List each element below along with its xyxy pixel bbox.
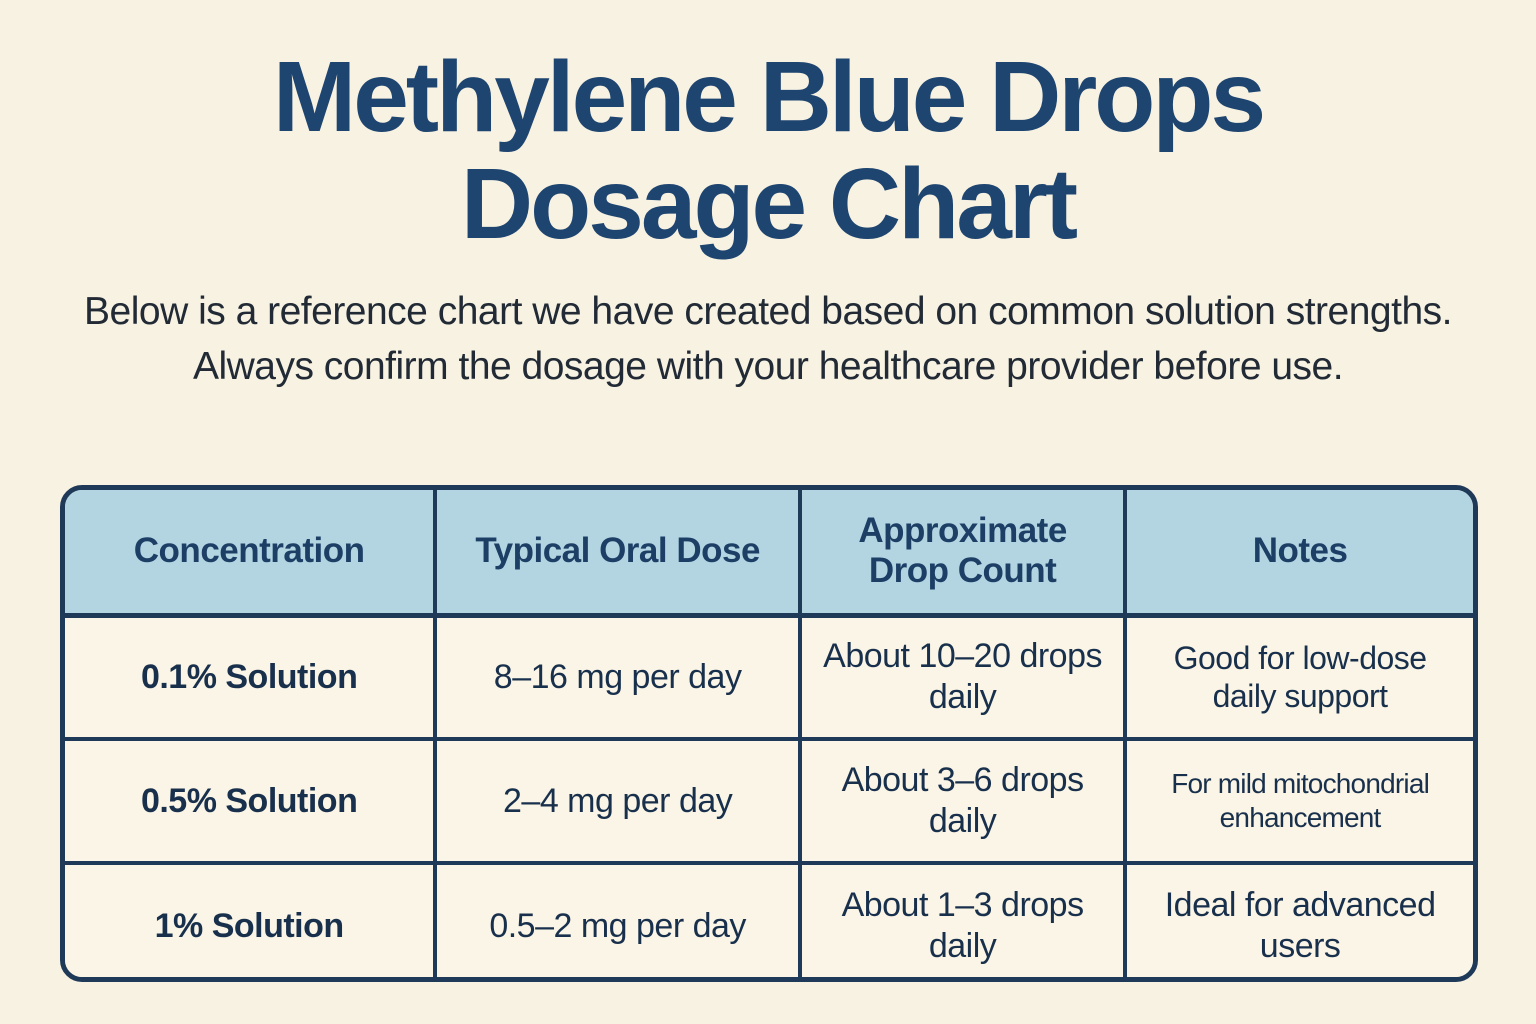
column-header-typical-oral-dose: Typical Oral Dose [433,490,802,618]
column-header-approximate-drop-count: Approximate Drop Count [797,490,1128,618]
cell-approximate-drop-count: About 1–3 drops daily [797,861,1128,977]
cell-concentration: 0.1% Solution [65,613,438,741]
column-header-concentration: Concentration [65,490,438,618]
cell-notes: For mild mitochondrial enhancement [1123,737,1473,865]
table-row-0.5-percent: 0.5% Solution 2–4 mg per day About 3–6 d… [65,737,1473,865]
dosage-table-grid: Concentration Typical Oral Dose Approxim… [65,490,1473,977]
cell-approximate-drop-count: About 3–6 drops daily [797,737,1128,865]
cell-notes: Ideal for advanced users [1123,861,1473,977]
cell-approximate-drop-count: About 10–20 drops daily [797,613,1128,741]
cell-typical-oral-dose: 0.5–2 mg per day [433,861,802,977]
page-title-line-2: Dosage Chart [460,148,1078,260]
table-row-0.1-percent: 0.1% Solution 8–16 mg per day About 10–2… [65,613,1473,741]
cell-notes: Good for low-dose daily support [1123,613,1473,741]
page-subtitle: Below is a reference chart we have creat… [84,290,1452,389]
cell-typical-oral-dose: 8–16 mg per day [433,613,802,741]
cell-typical-oral-dose: 2–4 mg per day [433,737,802,865]
column-header-notes: Notes [1123,490,1473,618]
cell-concentration: 1% Solution [65,861,438,977]
dosage-table: Concentration Typical Oral Dose Approxim… [60,485,1478,982]
table-row-1-percent: 1% Solution 0.5–2 mg per day About 1–3 d… [65,861,1473,977]
page-title: Methylene Blue Drops Dosage Chart [0,0,1536,258]
table-header-row: Concentration Typical Oral Dose Approxim… [65,490,1473,618]
page-title-line-1: Methylene Blue Drops [272,41,1266,153]
cell-concentration: 0.5% Solution [65,737,438,865]
